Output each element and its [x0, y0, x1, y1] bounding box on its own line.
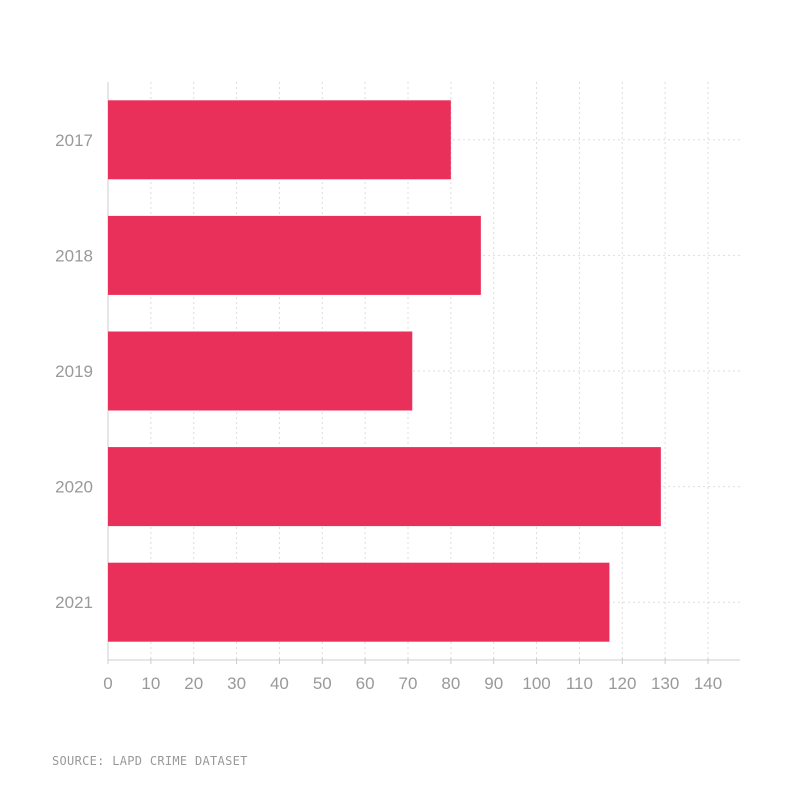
source-note: SOURCE: LAPD CRIME DATASET	[52, 754, 248, 768]
x-tick-label: 80	[441, 674, 460, 693]
x-tick-label: 50	[313, 674, 332, 693]
bar-2021	[108, 562, 610, 642]
bar-2018	[108, 215, 481, 295]
x-tick-label: 120	[608, 674, 636, 693]
category-label: 2021	[55, 593, 93, 612]
x-tick-label: 90	[484, 674, 503, 693]
category-label: 2020	[55, 478, 93, 497]
x-tick-label: 0	[103, 674, 112, 693]
bars	[108, 100, 661, 642]
bar-2020	[108, 447, 661, 527]
category-label: 2019	[55, 362, 93, 381]
x-tick-label: 40	[270, 674, 289, 693]
x-tick-label: 130	[651, 674, 679, 693]
x-tick-label: 20	[184, 674, 203, 693]
x-tick-label: 60	[356, 674, 375, 693]
x-tick-label: 30	[227, 674, 246, 693]
bar-2019	[108, 331, 413, 411]
x-tick-label: 10	[141, 674, 160, 693]
category-label: 2017	[55, 131, 93, 150]
labels: 0 10 20 30 40 50 60 70 80 90 100 110 120 130 140 2017 20…	[55, 131, 722, 693]
category-label: 2018	[55, 246, 93, 265]
x-tick-label: 140	[694, 674, 722, 693]
x-tick-label: 70	[399, 674, 418, 693]
x-tick-label: 110	[566, 674, 593, 693]
bar-2017	[108, 100, 451, 180]
x-tick-label: 100	[522, 674, 550, 693]
